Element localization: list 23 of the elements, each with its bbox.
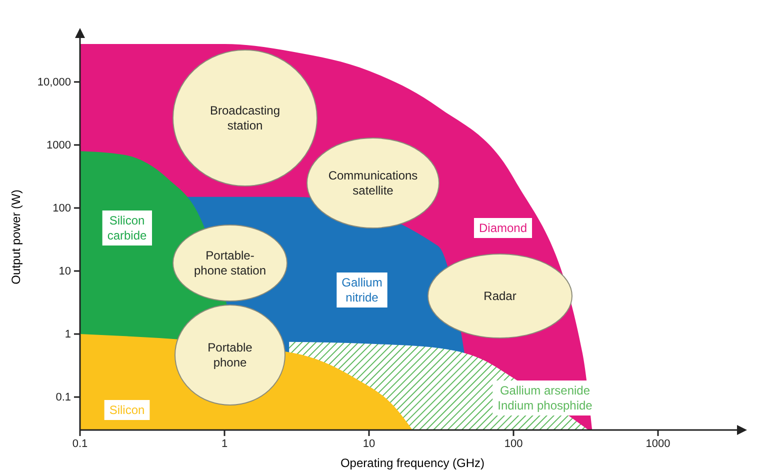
annotation: Portable- phone station	[194, 248, 266, 278]
y-tick-label: 100	[52, 202, 71, 215]
annotation: Communications satellite	[328, 168, 418, 198]
annotation: Portable phone	[208, 340, 253, 370]
annotation: Broadcasting station	[210, 104, 280, 132]
y-tick-label: 0.1	[56, 392, 71, 404]
x-tick-label: 1	[221, 438, 228, 450]
y-tick-label: 10,000	[37, 76, 71, 88]
annotation: Diamond	[478, 221, 528, 235]
y-tick-label: 1000	[46, 139, 71, 152]
annotation: Radar	[484, 289, 516, 303]
x-tick-label: 0.1	[72, 438, 88, 450]
x-tick-label: 10	[362, 438, 376, 450]
annotation: Gallium nitride	[342, 276, 382, 304]
x-tick-label: 1000	[646, 438, 670, 450]
x-axis-title: Operating frequency (GHz)	[340, 456, 485, 470]
y-tick-label: 1	[64, 328, 71, 341]
annotation: Silicon carbide	[107, 214, 148, 242]
y-axis-title: Output power (W)	[9, 190, 23, 284]
annotation: Gallium arsenide Indium phosphide	[498, 384, 593, 412]
annotation: Silicon	[109, 403, 145, 417]
x-tick-label: 100	[504, 438, 523, 450]
y-tick-label: 10	[58, 266, 71, 278]
